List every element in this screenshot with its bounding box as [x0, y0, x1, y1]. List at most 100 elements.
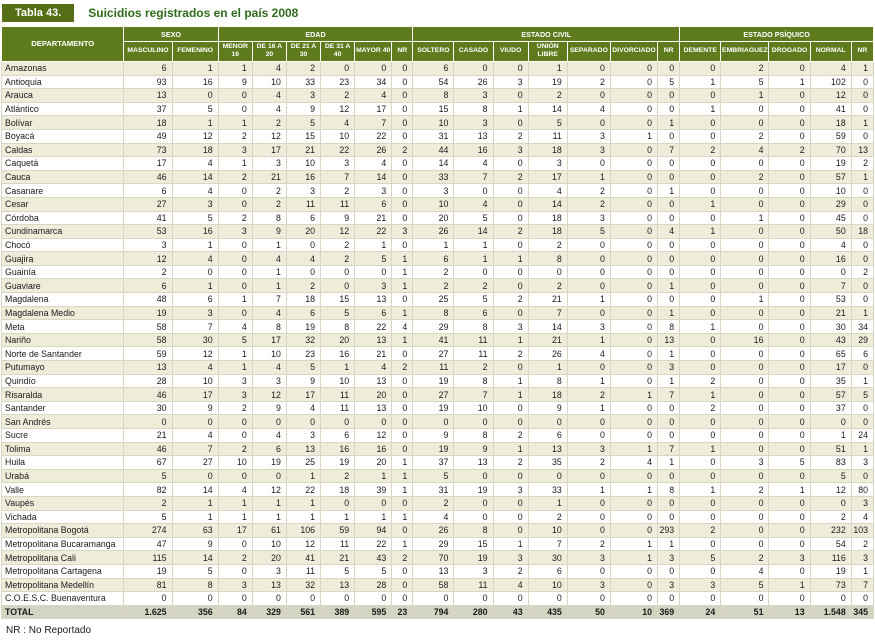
column-header-union-libre: UNIÓN LIBRE [527, 41, 568, 62]
value-cell: 6 [354, 196, 393, 212]
value-cell: 0 [492, 495, 529, 511]
value-cell: 0 [566, 509, 611, 525]
table-row: Córdoba 41 5 2 8 6 9 21 0 20 5 0 18 3 0 0 0 1 0 45 0 [0, 210, 875, 226]
value-cell: 22 [354, 224, 393, 239]
value-cell: 0 [850, 251, 875, 266]
value-cell: 0 [679, 346, 722, 362]
value-cell: 0 [609, 88, 659, 103]
value-cell: 0 [768, 115, 811, 130]
table-row: Cundinamarca 53 16 3 9 20 12 22 3 26 14 2 18 5 0 4 1 0 0 50… [0, 224, 875, 239]
value-cell: 9 [453, 441, 494, 457]
value-cell: 7 [850, 577, 875, 593]
value-cell: 8 [412, 88, 455, 103]
value-cell: 5 [320, 305, 356, 321]
value-cell: 0 [391, 292, 414, 307]
value-cell: 1 [171, 278, 219, 294]
value-cell: 1 [809, 428, 852, 443]
value-cell: 0 [720, 400, 770, 416]
value-cell: 2 [285, 278, 322, 294]
value-cell: 0 [768, 251, 811, 266]
value-cell: 4 [720, 563, 770, 579]
value-cell: 1 [285, 495, 322, 511]
value-cell: 3 [492, 550, 529, 565]
value-cell: 5 [453, 210, 494, 226]
value-cell: 17 [527, 169, 568, 185]
value-cell: 12 [171, 128, 219, 144]
value-cell: 2 [412, 495, 455, 511]
value-cell: 11 [527, 128, 568, 144]
value-cell: 19 [412, 400, 455, 416]
value-cell: 19 [809, 563, 852, 579]
value-cell: 10 [809, 183, 852, 198]
value-cell: 0 [492, 414, 529, 429]
value-cell: 9 [527, 400, 568, 416]
value-cell: 1 [492, 441, 529, 457]
value-cell: 19 [123, 305, 173, 321]
value-cell: 0 [657, 251, 681, 266]
value-cell: 0 [850, 414, 875, 429]
value-cell: 2 [566, 387, 611, 402]
value-cell: 4 [453, 156, 494, 171]
value-cell: 106 [285, 523, 322, 538]
value-cell: 10 [217, 455, 253, 470]
value-cell: 18 [527, 387, 568, 402]
table-row: Casanare 6 4 0 2 3 2 3 0 3 0 0 4 2 0 1 0 0 0 10 0 [0, 183, 875, 198]
value-cell: 3 [657, 360, 681, 375]
value-cell: 0 [285, 264, 322, 280]
table-row: Santander 30 9 2 9 4 11 13 0 19 10 0 9 1 0 0 2 0 0 37 0 [0, 400, 875, 416]
value-cell: 4 [285, 251, 322, 266]
value-cell: 61 [251, 523, 287, 538]
value-cell: 84 [217, 604, 253, 620]
value-cell: 1 [251, 278, 287, 294]
value-cell: 3 [566, 128, 611, 144]
value-cell: 23 [391, 604, 414, 620]
department-cell: Tolima [0, 441, 125, 457]
value-cell: 0 [657, 156, 681, 171]
value-cell: 103 [850, 523, 875, 538]
value-cell: 18 [171, 142, 219, 158]
value-cell: 0 [217, 251, 253, 266]
value-cell: 13 [251, 577, 287, 593]
value-cell: 20 [251, 550, 287, 565]
value-cell: 3 [850, 495, 875, 511]
value-cell: 1 [609, 536, 659, 552]
department-cell: Guaviare [0, 278, 125, 294]
value-cell: 1 [217, 495, 253, 511]
value-cell: 1 [171, 115, 219, 130]
value-cell: 0 [809, 264, 852, 280]
value-cell: 3 [850, 455, 875, 470]
value-cell: 19 [453, 550, 494, 565]
value-cell: 0 [566, 360, 611, 375]
value-cell: 2 [679, 400, 722, 416]
department-cell: Chocó [0, 237, 125, 253]
value-cell: 0 [720, 387, 770, 402]
value-cell: 21 [251, 169, 287, 185]
value-cell: 1 [657, 536, 681, 552]
value-cell: 10 [453, 400, 494, 416]
value-cell: 1 [251, 264, 287, 280]
value-cell: 44 [412, 142, 455, 158]
value-cell: 35 [809, 373, 852, 389]
value-cell: 8 [453, 428, 494, 443]
value-cell: 13 [285, 441, 322, 457]
value-cell: 0 [657, 210, 681, 226]
value-cell: 0 [657, 509, 681, 525]
value-cell: 0 [527, 591, 568, 606]
value-cell: 26 [412, 523, 455, 538]
value-cell: 0 [768, 237, 811, 253]
value-cell: 67 [123, 455, 173, 470]
value-cell: 0 [679, 495, 722, 511]
value-cell: 2 [492, 563, 529, 579]
value-cell: 0 [720, 237, 770, 253]
column-header-nr: NR [850, 41, 875, 62]
value-cell: 0 [412, 591, 455, 606]
value-cell: 0 [217, 536, 253, 552]
value-cell: 27 [412, 387, 455, 402]
value-cell: 12 [320, 101, 356, 117]
value-cell: 34 [850, 319, 875, 334]
value-cell: 0 [850, 74, 875, 90]
value-cell: 51 [720, 604, 770, 620]
value-cell: 0 [609, 196, 659, 212]
value-cell: 65 [809, 346, 852, 362]
column-header-de-21-a-30: DE 21 A 30 [285, 41, 322, 62]
